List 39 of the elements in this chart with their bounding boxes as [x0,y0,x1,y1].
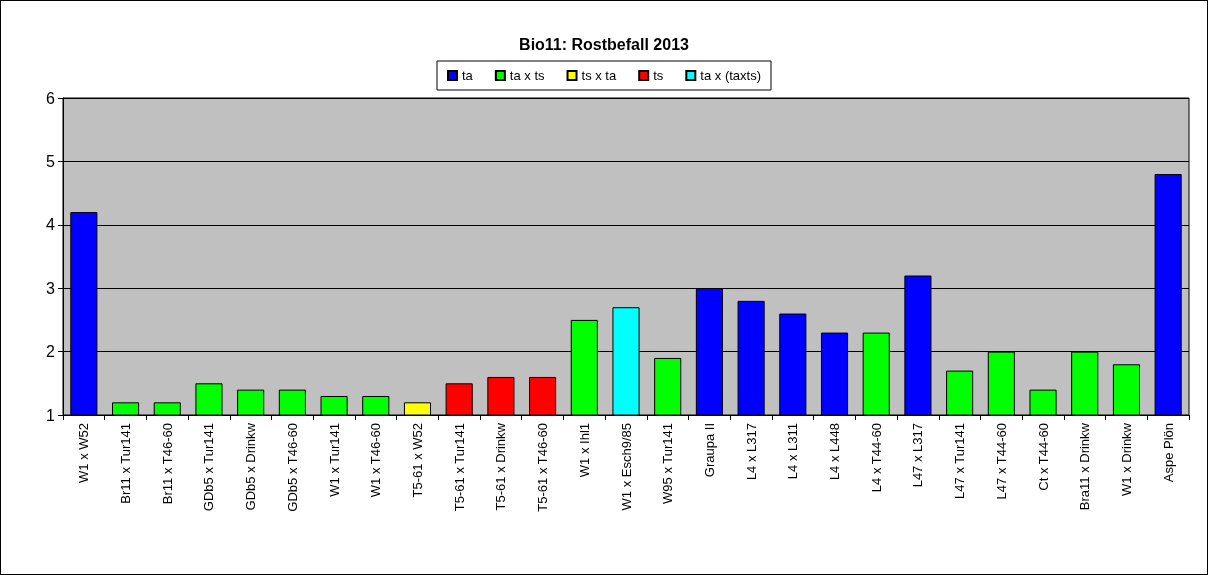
x-tick-label: Bra11 x Drinkw [1077,422,1093,511]
legend-label: ts [653,68,664,83]
x-tick-label: W1 x W52 [76,423,92,483]
x-tick-label: Graupa II [701,423,717,478]
x-tick-label: L4 x L311 [785,423,801,480]
x-tick-label: W1 x Ihl1 [576,423,592,478]
x-tick-label: T5-61 x T46-60 [535,423,551,512]
x-tick-label: L47 x T44-60 [993,423,1009,500]
y-tick-label: 6 [46,89,56,107]
x-tick-label: T5-61 x Drinkw [493,422,509,511]
x-tick-label: L4 x L317 [743,423,759,481]
x-tick-label: GDb5 x Drinkw [243,422,259,511]
y-tick-label: 1 [46,406,56,424]
x-tick-label: L47 x Tur141 [952,423,968,499]
y-tick-label: 3 [46,279,56,297]
x-tick-label: Br11 x Tur141 [118,423,134,504]
y-tick-label: 5 [46,152,56,170]
x-tick-label: W95 x Tur141 [660,423,676,504]
legend-label: ta x (taxts) [700,68,761,83]
x-tick-label: W1 x T46-60 [368,423,384,498]
x-tick-label: L4 x L448 [827,423,843,481]
x-tick-label: W1 x Tur141 [326,423,342,497]
x-tick-label: Br11 x T46-60 [159,423,175,505]
x-tick-label: L4 x T44-60 [868,423,884,493]
x-tick-label: W1 x Esch9/85 [618,423,634,511]
x-tick-label: GDb5 x Tur141 [201,423,217,512]
chart-title: Bio11: Rostbefall 2013 [519,35,690,53]
y-tick-label: 2 [46,343,56,361]
x-tick-label: T5-61 x W52 [409,423,425,498]
legend-label: ta x ts [509,68,546,83]
x-tick-label: Ct x T44-60 [1035,423,1051,491]
x-tick-label: T5-61 x Tur141 [451,423,467,512]
legend-label: ta [462,68,474,83]
x-tick-label: Aspe Plön [1160,423,1176,483]
x-tick-label: L47 x L317 [910,423,926,488]
legend-label: ts x ta [581,68,617,83]
x-tick-label: GDb5 x T46-60 [284,423,300,512]
x-tick-label: W1 x Drinkw [1118,422,1134,496]
y-tick-label: 4 [46,216,56,234]
